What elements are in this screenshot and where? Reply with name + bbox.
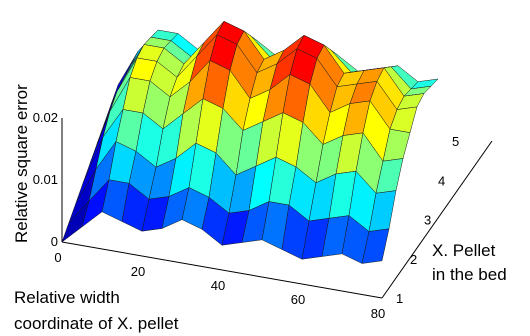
x-axis-line <box>61 241 383 299</box>
x-axis-label-line-1: Relative width <box>14 288 120 307</box>
z-tick-label: 0.02 <box>33 110 58 125</box>
z-axis-label: Relative square error <box>12 84 31 243</box>
z-tick-label: 0 <box>51 234 58 249</box>
y-axis-label-line-1: X. Pellet <box>432 241 496 260</box>
x-tick-label: 40 <box>211 278 225 293</box>
x-tick-label: 60 <box>291 292 305 307</box>
y-tick-label: 2 <box>410 252 417 267</box>
y-axis-line <box>381 140 493 299</box>
x-axis-label-line-2: coordinate of X. pellet <box>14 314 179 333</box>
x-tick-label: 80 <box>371 306 385 321</box>
surface-mesh <box>61 20 439 264</box>
surface-facet <box>361 228 390 264</box>
y-axis-label-line-2: in the bed <box>432 265 507 284</box>
x-tick-label: 20 <box>131 264 145 279</box>
y-tick-label: 1 <box>396 291 403 306</box>
y-tick-label: 4 <box>438 173 445 188</box>
tick-labels: 0 20 40 60 80 1 2 3 4 5 0 0.01 0.02 <box>33 110 460 321</box>
x-tick-label: 0 <box>54 250 61 265</box>
z-tick-label: 0.01 <box>33 172 58 187</box>
axes <box>61 118 493 299</box>
y-tick-label: 3 <box>424 213 431 228</box>
y-tick-label: 5 <box>452 134 459 149</box>
